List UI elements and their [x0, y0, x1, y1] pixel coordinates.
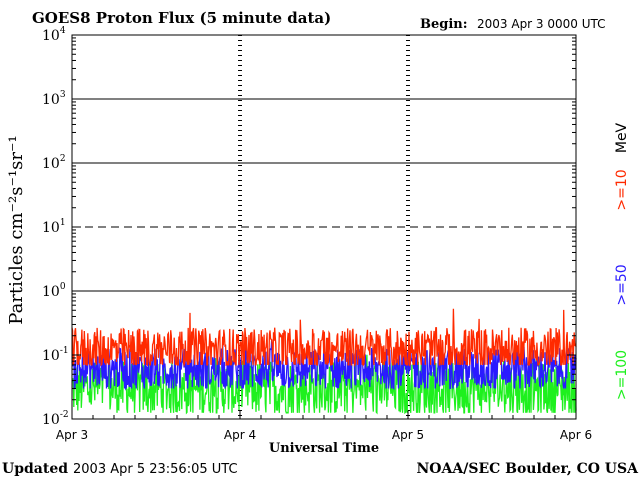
x-axis-label: Universal Time	[269, 441, 379, 456]
begin-label: Begin:	[420, 17, 468, 32]
y-tick-label-4: 102	[42, 154, 66, 172]
legend: MeV >=10 >=50 >=100	[614, 122, 630, 400]
legend-entry-50mev: >=50	[614, 264, 630, 305]
x-tick-label-3: Apr 6	[560, 428, 592, 442]
updated-value: 2003 Apr 5 23:56:05 UTC	[73, 462, 238, 477]
y-tick-label-3: 101	[42, 218, 66, 236]
x-tick-label-0: Apr 3	[56, 428, 88, 442]
chart-title: GOES8 Proton Flux (5 minute data)	[32, 9, 331, 27]
y-tick-label-1: 10-1	[42, 346, 69, 364]
credit: NOAA/SEC Boulder, CO USA	[417, 461, 640, 477]
y-axis-label: Particles cm⁻²s⁻¹sr⁻¹	[6, 135, 27, 324]
x-tick-label-2: Apr 5	[392, 428, 424, 442]
y-axis-label-text: Particles cm⁻²s⁻¹sr⁻¹	[6, 135, 27, 324]
y-tick-label-0: 10-2	[42, 410, 69, 428]
updated-label: Updated	[2, 461, 68, 477]
data-series	[71, 308, 577, 415]
series-line-0	[71, 308, 577, 368]
axes: 10-2 10-1 100 101 102 103 104 Apr 3 Apr 4 Apr 5 Ap…	[42, 26, 592, 442]
y-tick-label-2: 100	[42, 282, 66, 300]
begin-value: 2003 Apr 3 0000 UTC	[477, 17, 606, 31]
y-tick-label-5: 103	[42, 90, 66, 108]
legend-entry-10mev: >=10	[614, 169, 630, 210]
legend-unit: MeV	[614, 122, 630, 153]
x-tick-label-1: Apr 4	[224, 428, 256, 442]
y-tick-label-6: 104	[42, 26, 66, 44]
legend-entry-100mev: >=100	[614, 350, 630, 400]
